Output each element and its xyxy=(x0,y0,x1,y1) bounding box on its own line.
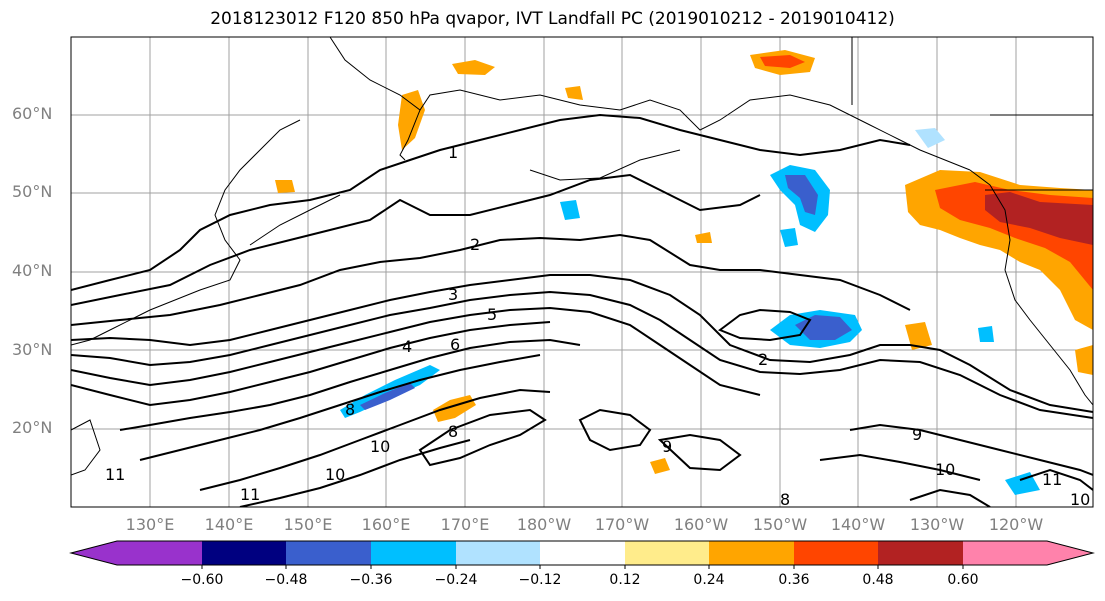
contour-label-9b: 9 xyxy=(662,437,672,456)
colorbar-tick-label: 0.24 xyxy=(693,572,725,588)
colorbar-tick-label: 0.36 xyxy=(778,572,810,588)
colorbar-bin-6 xyxy=(540,541,625,565)
coastlines xyxy=(71,37,1093,476)
contour-label-10c: 10 xyxy=(325,465,345,484)
lon-label-130e: 130°E xyxy=(125,515,175,534)
contour-labels: 1 2 3 4 5 6 8 10 11 2 8 9 10 11 10 8 9 1… xyxy=(105,143,1090,509)
lon-label-130w: 130°W xyxy=(909,515,965,534)
contour-label-2: 2 xyxy=(470,235,480,254)
lon-label-150w: 150°W xyxy=(752,515,808,534)
negative-shading xyxy=(340,128,1040,495)
colorbar-bin-11 xyxy=(963,541,1047,565)
map-title: 2018123012 F120 850 hPa qvapor, IVT Land… xyxy=(210,9,895,29)
colorbar-tick-label: −0.60 xyxy=(180,572,224,588)
colorbar-bin-2 xyxy=(202,541,286,565)
contour-label-4: 4 xyxy=(402,337,412,356)
colorbar-tick-label: −0.12 xyxy=(518,572,562,588)
lon-label-160e: 160°E xyxy=(361,515,411,534)
contour-label-9: 9 xyxy=(912,425,922,444)
colorbar-extend-low xyxy=(71,541,117,565)
contour-label-1: 1 xyxy=(448,143,458,162)
contour-label-10: 10 xyxy=(370,437,390,456)
colorbar-bin-5 xyxy=(456,541,540,565)
positive-shading xyxy=(275,50,1093,474)
contour-label-11: 11 xyxy=(240,485,260,504)
colorbar-tick-label: 0.60 xyxy=(947,572,979,588)
colorbar-tick-label: −0.48 xyxy=(264,572,308,588)
contour-label-2b: 2 xyxy=(758,350,768,369)
contour-label-11c: 11 xyxy=(105,465,125,484)
colorbar-tick-label: 0.48 xyxy=(862,572,894,588)
contour-label-11b: 11 xyxy=(1042,470,1062,489)
colorbar-bin-1 xyxy=(117,541,202,565)
contour-label-3: 3 xyxy=(448,285,458,304)
colorbar-bin-3 xyxy=(286,541,371,565)
colorbar-tick-label: −0.24 xyxy=(434,572,478,588)
lat-label-40n: 40°N xyxy=(12,261,53,280)
lon-label-150e: 150°E xyxy=(283,515,333,534)
colorbar-bin-10 xyxy=(878,541,963,565)
colorbar-bin-9 xyxy=(794,541,878,565)
colorbar-bin-4 xyxy=(371,541,456,565)
lat-label-30n: 30°N xyxy=(12,340,53,359)
contour-label-6: 6 xyxy=(450,335,460,354)
colorbar-tick-label: 0.12 xyxy=(609,572,641,588)
contour-label-8c: 8 xyxy=(448,422,458,441)
lon-label-180w: 180°W xyxy=(516,515,572,534)
colorbar-tick-label: −0.36 xyxy=(349,572,393,588)
lon-label-140e: 140°E xyxy=(204,515,254,534)
lon-label-170e: 170°E xyxy=(440,515,490,534)
lon-label-170w: 170°W xyxy=(594,515,650,534)
lon-label-120w: 120°W xyxy=(988,515,1044,534)
colorbar-bin-8 xyxy=(709,541,794,565)
contour-label-10d: 10 xyxy=(1070,490,1090,509)
contour-label-8: 8 xyxy=(345,400,355,419)
contour-label-10b: 10 xyxy=(935,460,955,479)
contour-label-8b: 8 xyxy=(780,490,790,509)
lon-label-160w: 160°W xyxy=(673,515,729,534)
lat-label-50n: 50°N xyxy=(12,182,53,201)
colorbar-extend-high xyxy=(1047,541,1093,565)
colorbar-bin-7 xyxy=(625,541,709,565)
lat-label-60n: 60°N xyxy=(12,104,53,123)
contour-lines xyxy=(71,113,1093,507)
contour-label-5: 5 xyxy=(487,305,497,324)
lat-label-20n: 20°N xyxy=(12,418,53,437)
lon-label-140w: 140°W xyxy=(830,515,886,534)
